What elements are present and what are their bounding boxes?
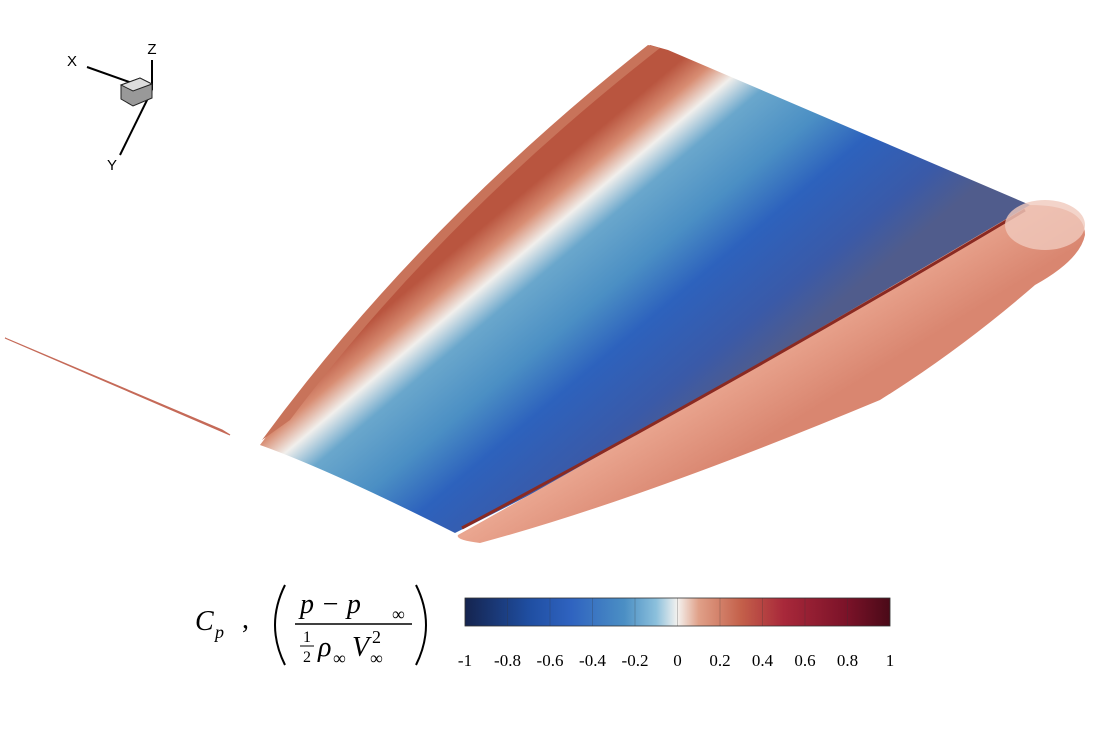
slat-edge — [4, 337, 231, 436]
geometry — [4, 45, 1085, 543]
paren-left — [274, 584, 286, 666]
cube-top — [119, 77, 154, 92]
tick-label: 0.8 — [837, 651, 858, 670]
y-label: Y — [107, 157, 117, 174]
rho-sub: ∞ — [333, 648, 346, 668]
tick-label: -1 — [458, 651, 472, 670]
symbol-sub: p — [213, 622, 224, 642]
v: V — [352, 632, 372, 663]
colorbar-label: C p , p − p ∞ 1 2 ρ ∞ V ∞ 2 — [195, 584, 427, 668]
rho: ρ — [317, 632, 331, 663]
trailing-edge — [461, 208, 1026, 530]
paren-right — [415, 584, 427, 666]
half-top: 1 — [303, 629, 311, 646]
half-bottom: 2 — [303, 649, 311, 666]
tick-label: -0.4 — [579, 651, 606, 670]
tick-label: -0.2 — [622, 651, 649, 670]
tick-label: -0.8 — [494, 651, 521, 670]
z-label: Z — [147, 41, 156, 58]
v-sub: ∞ — [370, 648, 383, 668]
numerator: p − p — [298, 589, 361, 620]
numerator-sub: ∞ — [392, 604, 405, 624]
tick-label: 1 — [886, 651, 895, 670]
y-axis — [119, 89, 153, 156]
separator: , — [242, 604, 249, 635]
nacelle — [457, 205, 1085, 543]
x-label: X — [67, 53, 77, 70]
symbol: C — [195, 606, 214, 637]
tick-label: 0.6 — [794, 651, 815, 670]
tick-label: 0 — [673, 651, 682, 670]
wing — [260, 45, 1030, 533]
tick-label: -0.6 — [537, 651, 564, 670]
v-sup: 2 — [372, 627, 381, 647]
axis-triad: X Z Y — [67, 41, 157, 174]
tick-label: 0.4 — [752, 651, 774, 670]
tick-label: 0.2 — [709, 651, 730, 670]
leading-edge — [262, 45, 660, 440]
nacelle-inlet — [1005, 200, 1085, 250]
